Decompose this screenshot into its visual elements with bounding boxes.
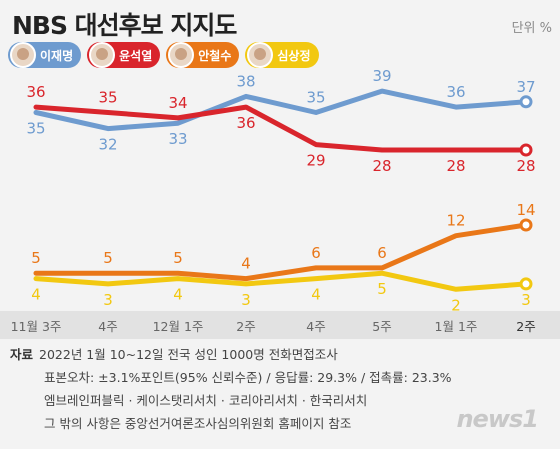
series-end-point <box>519 95 533 109</box>
data-label: 5 <box>103 249 113 267</box>
legend-label: 이재명 <box>40 48 74 63</box>
legend-label: 안철수 <box>198 48 232 63</box>
data-label: 5 <box>377 280 387 298</box>
data-label: 5 <box>31 249 41 267</box>
data-label: 4 <box>311 286 321 304</box>
page-title: NBS 대선후보 지지도 <box>12 11 237 40</box>
series-end-point <box>519 143 533 157</box>
data-label: 33 <box>168 130 187 148</box>
series-line <box>33 270 529 292</box>
data-label: 3 <box>241 291 251 309</box>
series-end-point <box>519 218 533 232</box>
legend-item: 이재명 <box>8 42 82 68</box>
data-label: 5 <box>173 249 183 267</box>
series-line <box>33 88 529 132</box>
source-line: 그 밖의 사항은 중앙선거여론조사심의위원회 홈페이지 참조 <box>44 416 352 431</box>
x-tick-label: 2주 <box>236 319 255 334</box>
data-label: 4 <box>173 286 183 304</box>
source-footer: 자료 2022년 1월 10~12일 전국 성인 1000명 전화면접조사 표본오… <box>10 343 452 435</box>
data-label: 14 <box>516 201 535 219</box>
x-tick-label: 12월 1주 <box>153 319 204 334</box>
news1-logo: news1 <box>456 405 539 433</box>
x-tick-label: 11월 3주 <box>11 319 62 334</box>
legend-label: 심상정 <box>277 48 311 63</box>
data-label: 6 <box>311 244 321 262</box>
x-axis-band <box>0 311 560 339</box>
data-label: 32 <box>98 136 117 154</box>
data-label: 4 <box>241 255 251 273</box>
legend: 이재명 윤석열 안철수 심상정 <box>8 42 319 72</box>
unit-label: 단위 % <box>511 21 552 36</box>
data-label: 29 <box>306 152 325 170</box>
legend-label: 윤석열 <box>119 48 153 63</box>
series-end-point <box>519 277 533 291</box>
data-label: 36 <box>446 83 465 101</box>
data-label: 35 <box>306 89 325 107</box>
data-label: 12 <box>446 212 465 230</box>
source-line: 엠브레인퍼블릭 · 케이스탯리서치 · 코리아리서치 · 한국리서치 <box>44 393 368 408</box>
data-label: 2 <box>451 296 461 314</box>
x-tick-label: 4주 <box>306 319 325 334</box>
avatar <box>247 42 274 68</box>
data-label: 36 <box>26 83 45 101</box>
data-label: 28 <box>372 157 391 175</box>
avatar <box>89 42 116 68</box>
data-label: 36 <box>236 114 255 132</box>
data-label: 34 <box>168 94 187 112</box>
avatar <box>10 42 36 68</box>
source-label: 자료 <box>10 347 34 362</box>
avatar <box>168 42 195 68</box>
data-label: 3 <box>521 291 531 309</box>
x-tick-label: 5주 <box>372 319 391 334</box>
data-label: 6 <box>377 244 387 262</box>
legend-item: 심상정 <box>245 42 319 68</box>
data-label: 28 <box>446 157 465 175</box>
series-line <box>33 104 529 153</box>
data-label: 35 <box>98 89 117 107</box>
x-tick-label: 1월 1주 <box>435 319 478 334</box>
data-label: 3 <box>103 291 113 309</box>
series-line <box>33 222 529 282</box>
x-tick-label: 2주 <box>516 319 535 334</box>
data-label: 38 <box>236 72 255 90</box>
source-line: 2022년 1월 10~12일 전국 성인 1000명 전화면접조사 <box>39 347 338 362</box>
data-label: 37 <box>516 78 535 96</box>
x-tick-label: 4주 <box>98 319 117 334</box>
data-label: 35 <box>26 120 45 138</box>
data-label: 4 <box>31 286 41 304</box>
legend-item: 윤석열 <box>87 42 161 68</box>
data-label: 28 <box>516 157 535 175</box>
source-line: 표본오차: ±3.1%포인트(95% 신뢰수준) / 응답률: 29.3% / … <box>44 370 452 385</box>
data-label: 39 <box>372 67 391 85</box>
legend-item: 안철수 <box>166 42 240 68</box>
